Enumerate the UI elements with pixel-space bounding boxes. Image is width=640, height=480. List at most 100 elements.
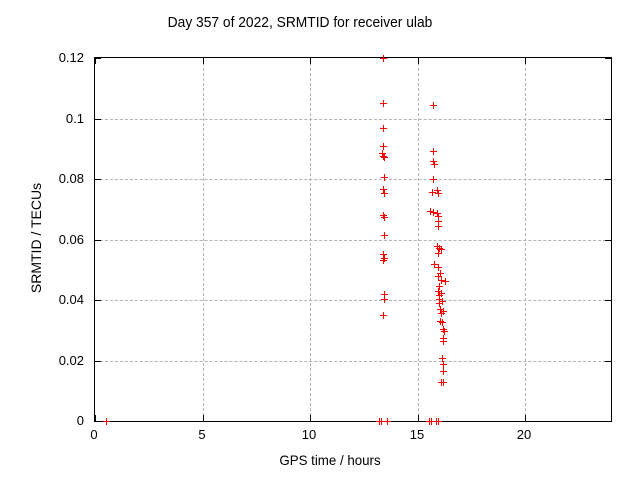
data-point [436, 296, 443, 303]
data-point [380, 312, 387, 319]
data-point [437, 318, 444, 325]
data-point [381, 174, 388, 181]
data-point [381, 232, 388, 239]
data-point [380, 212, 387, 219]
data-point [430, 148, 437, 155]
data-point [435, 218, 442, 225]
y-tick-label: 0 [76, 413, 84, 428]
data-point [434, 210, 441, 217]
y-gridline [95, 361, 611, 362]
y-tick-mark [95, 58, 101, 59]
x-tick-mark [310, 415, 311, 421]
data-point [437, 270, 444, 277]
data-point [436, 300, 443, 307]
data-point [441, 328, 448, 335]
data-point [380, 143, 387, 150]
y-tick-mark [605, 179, 611, 180]
x-tick-mark [310, 58, 311, 64]
y-tick-mark [95, 361, 101, 362]
y-tick-mark [605, 300, 611, 301]
y-tick-label: 0.08 [58, 171, 84, 186]
x-tick-mark [418, 58, 419, 64]
data-point [430, 176, 437, 183]
plot-area [94, 55, 612, 425]
x-tick-mark [95, 58, 96, 64]
y-tick-mark [95, 240, 101, 241]
data-point [435, 250, 442, 257]
data-point [428, 418, 435, 425]
x-tick-label: 15 [409, 427, 425, 442]
x-tick-mark [203, 58, 204, 64]
data-point [429, 189, 436, 196]
data-point [435, 190, 442, 197]
x-gridline [525, 58, 526, 421]
chart-title: Day 357 of 2022, SRMTID for receiver ula… [167, 14, 433, 31]
data-point [435, 288, 442, 295]
data-point [434, 187, 441, 194]
data-point [435, 273, 442, 280]
x-gridline [203, 58, 204, 421]
x-axis-label: GPS time / hours [279, 452, 381, 468]
data-point [380, 251, 387, 258]
data-point [381, 214, 388, 221]
data-point [435, 213, 442, 220]
data-point [430, 102, 437, 109]
x-tick-label: 0 [90, 427, 98, 442]
data-point [436, 245, 443, 252]
data-point [381, 255, 388, 262]
data-point [378, 418, 385, 425]
data-point [440, 368, 447, 375]
data-point [431, 161, 438, 168]
data-point [381, 190, 388, 197]
y-tick-label: 0.1 [65, 111, 84, 126]
data-point [440, 338, 447, 345]
data-point [435, 223, 442, 230]
data-point [442, 278, 449, 285]
data-point [380, 257, 387, 264]
y-tick-label: 0.04 [58, 292, 84, 307]
data-point [380, 186, 387, 193]
data-point [380, 125, 387, 132]
x-gridline [310, 58, 311, 421]
data-point [438, 246, 445, 253]
data-point [438, 310, 445, 317]
x-tick-mark [525, 415, 526, 421]
data-point [379, 150, 386, 157]
data-point [434, 243, 441, 250]
x-tick-mark [525, 58, 526, 64]
y-tick-mark [605, 421, 611, 422]
y-tick-mark [95, 300, 101, 301]
x-tick-mark [418, 415, 419, 421]
y-tick-mark [605, 240, 611, 241]
data-point [431, 261, 438, 268]
x-tick-mark [203, 415, 204, 421]
y-gridline [95, 119, 611, 120]
data-point [440, 361, 447, 368]
data-point [439, 298, 446, 305]
data-point [438, 277, 445, 284]
y-tick-mark [605, 361, 611, 362]
data-point [435, 418, 442, 425]
data-point [440, 308, 447, 315]
data-point [430, 158, 437, 165]
data-point [439, 319, 446, 326]
data-point [103, 418, 110, 425]
y-tick-label: 0.12 [58, 50, 84, 65]
y-tick-label: 0.02 [58, 353, 84, 368]
data-point [381, 296, 388, 303]
data-point [380, 153, 387, 160]
data-point [427, 208, 434, 215]
data-point [436, 283, 443, 290]
y-tick-mark [605, 119, 611, 120]
y-tick-mark [95, 119, 101, 120]
data-point [440, 326, 447, 333]
y-gridline [95, 240, 611, 241]
data-point [440, 379, 447, 386]
data-point [435, 264, 442, 271]
y-tick-label: 0.06 [58, 232, 84, 247]
data-point [380, 100, 387, 107]
data-point [438, 290, 445, 297]
data-point [380, 55, 387, 62]
x-tick-label: 10 [301, 427, 317, 442]
